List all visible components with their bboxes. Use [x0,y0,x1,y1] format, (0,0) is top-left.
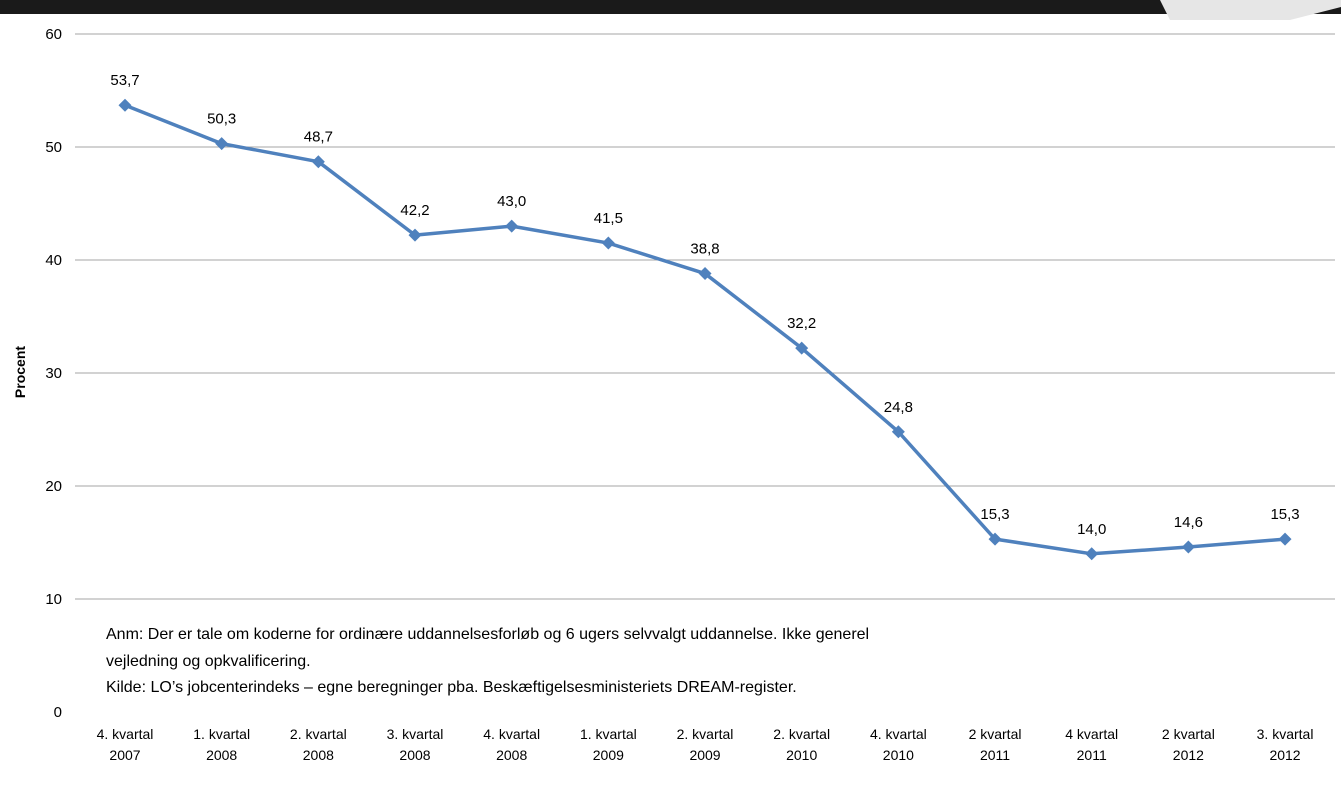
data-label: 48,7 [304,129,333,146]
data-label: 53,7 [110,72,139,89]
x-category-label: 1. kvartal 2009 [580,726,637,763]
x-category-label: 2 kvartal 2012 [1162,726,1215,763]
data-label: 41,5 [594,210,623,227]
y-tick-label: 50 [45,139,62,156]
gridlines [75,33,1335,600]
data-point-marker [1181,540,1195,554]
y-tick-label: 60 [45,26,62,43]
corner-tab-shape [1160,0,1341,20]
data-point-marker [795,341,809,355]
data-labels: 53,7 50,3 48,7 42,2 43,0 41,5 38,8 32,2 24,8 15,3… [110,72,1299,538]
data-label: 50,3 [207,111,236,128]
x-category-label: 4. kvartal 2007 [97,726,154,763]
data-label: 15,3 [1270,506,1299,523]
data-label: 32,2 [787,315,816,332]
data-label: 24,8 [884,399,913,416]
top-bar [0,0,1341,14]
y-tick-label: 10 [45,591,62,608]
x-category-label: 1. kvartal 2008 [193,726,250,763]
note-line-3: Kilde: LO’s jobcenterindeks – egne bereg… [106,679,797,696]
x-category-label: 3. kvartal 2012 [1257,726,1314,763]
data-point-marker [1278,532,1292,546]
series-line-group [124,103,1286,556]
data-label: 43,0 [497,193,526,210]
data-point-marker [215,137,229,151]
data-point-marker [311,155,325,169]
x-category-label: 2. kvartal 2009 [677,726,734,763]
data-label: 14,0 [1077,521,1106,538]
data-markers [118,98,1292,561]
x-category-labels: 4. kvartal 2007 1. kvartal 2008 2. kvartal 20… [97,726,1314,763]
series-line [124,103,1286,556]
data-point-marker [505,219,519,233]
data-label: 42,2 [400,202,429,219]
x-category-label: 4. kvartal 2010 [870,726,927,763]
data-label: 38,8 [690,241,719,258]
x-category-label: 4 kvartal 2011 [1065,726,1118,763]
data-label: 14,6 [1174,514,1203,531]
data-point-marker [408,228,422,242]
y-axis-title: Procent [12,346,28,398]
data-point-marker [118,98,132,112]
x-category-label: 2. kvartal 2008 [290,726,347,763]
data-point-marker [698,267,712,281]
note-line-2: vejledning og opkvalificering. [106,653,311,670]
data-point-marker [601,236,615,250]
x-category-label: 4. kvartal 2008 [483,726,540,763]
chart-notes: Anm: Der er tale om koderne for ordinære… [106,626,869,696]
y-tick-label: 30 [45,365,62,382]
y-tick-label: 40 [45,252,62,269]
y-tick-label: 20 [45,478,62,495]
x-category-label: 2 kvartal 2011 [969,726,1022,763]
data-point-marker [988,532,1002,546]
data-label: 15,3 [980,506,1009,523]
x-category-label: 2. kvartal 2010 [773,726,830,763]
y-tick-label: 0 [54,704,62,721]
y-tick-labels: 0 10 20 30 40 50 60 [45,26,62,721]
x-category-label: 3. kvartal 2008 [387,726,444,763]
data-point-marker [1085,547,1099,561]
data-point-marker [891,425,905,439]
note-line-1: Anm: Der er tale om koderne for ordinære… [106,626,869,643]
